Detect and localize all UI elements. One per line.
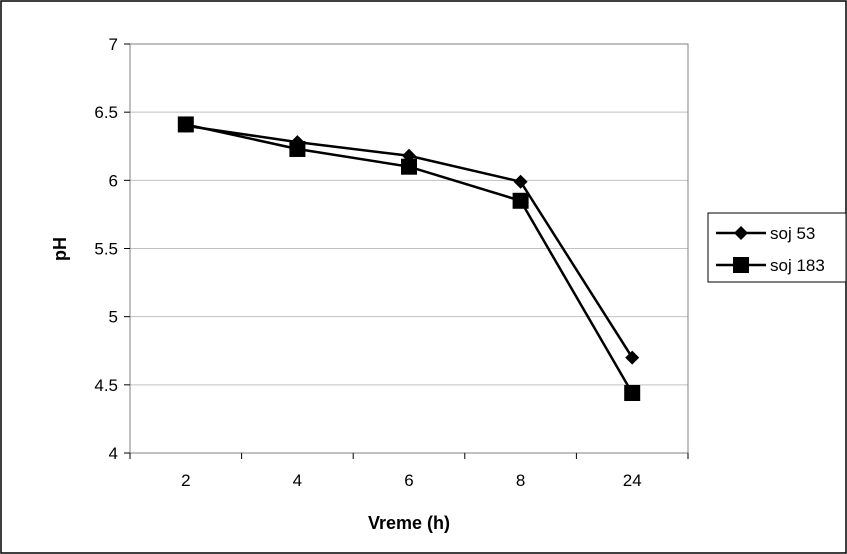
grid bbox=[130, 111, 688, 386]
x-tick-label: 2 bbox=[181, 471, 190, 490]
legend-items: soj 53 soj 183 bbox=[716, 224, 825, 275]
x-axis-title: Vreme (h) bbox=[368, 513, 450, 533]
y-axis-ticks: 4 4.5 5 5.5 6 6.5 7 bbox=[94, 35, 130, 463]
y-tick-label: 6 bbox=[109, 171, 118, 190]
y-tick-label: 5.5 bbox=[94, 240, 118, 259]
legend-item: soj 53 bbox=[716, 224, 815, 243]
data-point-diamond bbox=[625, 350, 640, 365]
legend-marker-diamond bbox=[734, 226, 748, 240]
x-tick-label: 6 bbox=[404, 471, 413, 490]
data-point-square bbox=[512, 192, 529, 209]
x-axis-ticks: 2 4 6 8 24 bbox=[129, 453, 689, 490]
legend: soj 53 soj 183 bbox=[707, 212, 847, 283]
series bbox=[177, 116, 641, 402]
legend-item: soj 183 bbox=[716, 256, 825, 275]
data-point-square bbox=[289, 140, 306, 157]
data-point-diamond bbox=[513, 174, 528, 189]
data-point-square bbox=[177, 116, 194, 133]
y-axis-title: pH bbox=[50, 237, 70, 261]
data-point-square bbox=[401, 158, 417, 175]
x-tick-label: 24 bbox=[623, 471, 642, 490]
legend-marker-square bbox=[733, 257, 749, 273]
legend-box bbox=[707, 212, 847, 283]
x-tick-label: 4 bbox=[293, 471, 302, 490]
y-tick-label: 4 bbox=[109, 444, 118, 463]
legend-label: soj 183 bbox=[770, 256, 825, 275]
series-square bbox=[177, 116, 641, 402]
data-point-square bbox=[624, 385, 641, 402]
legend-label: soj 53 bbox=[770, 224, 815, 243]
x-tick-label: 8 bbox=[516, 471, 525, 490]
y-tick-label: 4.5 bbox=[94, 376, 118, 395]
y-tick-label: 6.5 bbox=[94, 103, 118, 122]
y-tick-label: 7 bbox=[109, 35, 118, 54]
y-tick-label: 5 bbox=[109, 308, 118, 327]
